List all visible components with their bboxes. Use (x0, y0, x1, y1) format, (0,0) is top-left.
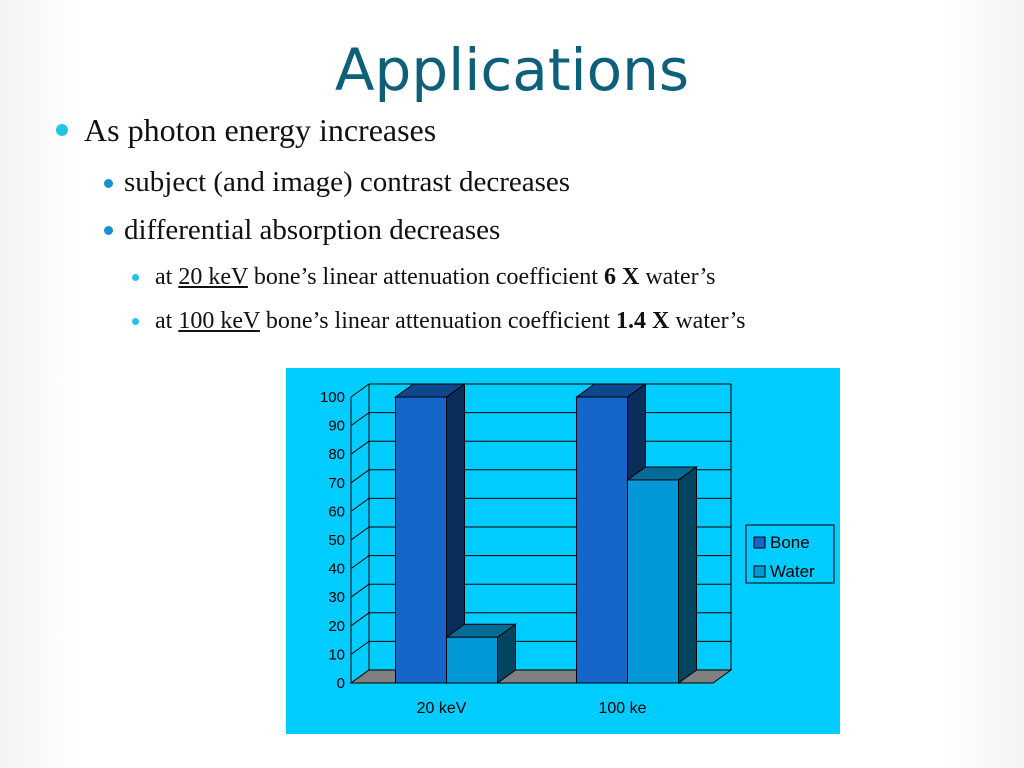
y-tick-label: 100 (320, 389, 345, 406)
bullet-level2: subject (and image) contrast decreases (124, 166, 571, 198)
y-tick-label: 50 (328, 532, 345, 549)
legend-swatch (753, 565, 766, 578)
gridline-side (350, 612, 370, 627)
y-tick-label: 70 (328, 475, 345, 492)
gridline-side (350, 640, 370, 655)
y-tick-label: 40 (328, 561, 345, 578)
bullet-level1: As photon energy increases (84, 112, 437, 148)
factor-value: 1.4 X (615, 308, 670, 334)
gridline-side (350, 440, 370, 455)
bar-side (678, 465, 697, 684)
y-tick-label: 0 (337, 675, 345, 692)
bullet-text: water’s (669, 308, 746, 334)
gridline-side (350, 412, 370, 427)
y-tick-label: 80 (328, 446, 345, 463)
bullet-dot-icon (132, 318, 139, 325)
bullet-level3: at 20 keV bone’s linear attenuation coef… (155, 260, 716, 294)
gridline-side (350, 469, 370, 484)
y-tick-label: 20 (328, 618, 345, 635)
y-tick-label: 90 (328, 418, 345, 435)
bullet-dot-icon (132, 274, 139, 281)
gridline-side (350, 583, 370, 598)
bullet-dot-icon (104, 226, 113, 235)
factor-value: 6 X (603, 264, 640, 290)
bullet-text: water’s (639, 264, 716, 290)
bullet-level3: at 100 keV bone’s linear attenuation coe… (155, 304, 746, 338)
bullet-text: bone’s linear attenuation coefficient (259, 308, 616, 334)
gridline-side (350, 497, 370, 512)
legend-label: Water (770, 562, 815, 581)
gridline-side (350, 555, 370, 570)
x-tick-label: 100 ke (598, 700, 646, 717)
gridline-side (350, 526, 370, 541)
bullet-text: at (155, 308, 179, 334)
bar-bone (395, 396, 447, 684)
chart-panel: 0 10 20 30 40 50 60 70 80 90 100 20 keV 100 ke Bone Wa… (286, 368, 840, 734)
bullet-level2: differential absorption decreases (124, 214, 501, 246)
legend-label: Bone (770, 533, 810, 552)
x-tick-label: 20 keV (417, 700, 467, 717)
y-tick-label: 30 (328, 589, 345, 606)
bar-water (627, 479, 679, 684)
y-tick-label: 60 (328, 503, 345, 520)
bar-chart: 0 10 20 30 40 50 60 70 80 90 100 20 keV 100 ke Bone Wa… (320, 383, 835, 717)
bullet-text: bone’s linear attenuation coefficient (247, 264, 604, 290)
bar-bone (576, 396, 628, 684)
slide-title: Applications (334, 36, 690, 104)
legend-box (745, 524, 835, 584)
bar-water (446, 636, 498, 684)
gridline-side (350, 383, 370, 398)
legend-swatch (753, 536, 766, 549)
bullet-text: at (155, 264, 179, 290)
bullet-dot-icon (104, 179, 113, 188)
y-tick-label: 10 (328, 646, 345, 663)
energy-value: 20 keV (178, 264, 248, 290)
energy-value: 100 keV (178, 308, 260, 334)
bullet-dot-icon (56, 124, 68, 136)
